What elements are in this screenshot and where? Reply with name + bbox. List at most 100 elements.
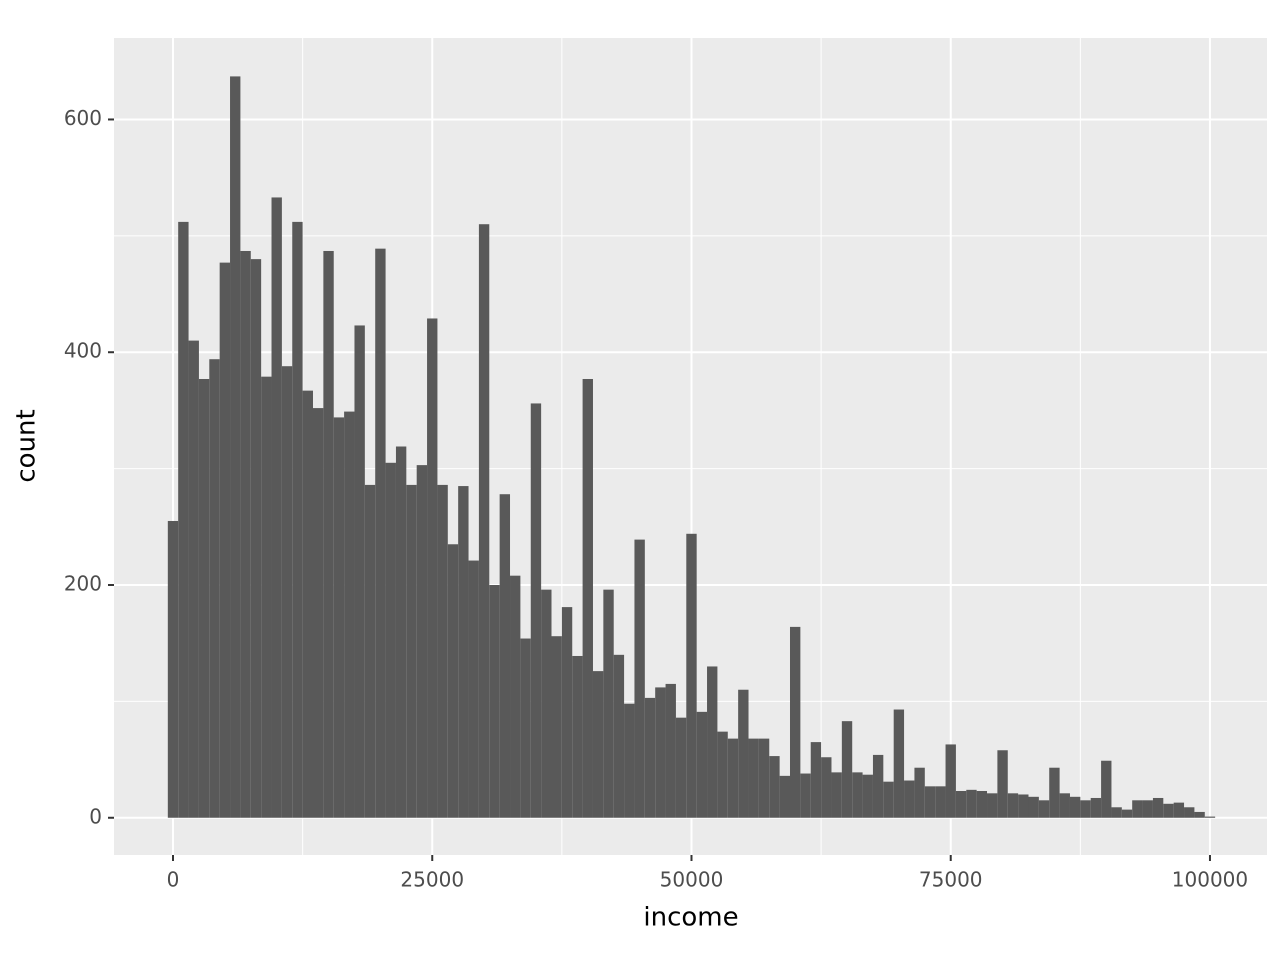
bar xyxy=(1018,794,1029,818)
bar xyxy=(312,408,324,818)
bar xyxy=(738,689,749,818)
bar xyxy=(872,754,884,818)
bar xyxy=(561,607,573,818)
y-tick-label: 600 xyxy=(64,106,102,130)
bar xyxy=(1111,807,1122,818)
bar xyxy=(634,539,645,818)
bar xyxy=(427,318,438,818)
bar xyxy=(675,717,687,818)
x-tick-label: 50000 xyxy=(660,868,724,892)
bar xyxy=(292,221,303,818)
bar xyxy=(789,626,801,818)
bar xyxy=(717,731,728,818)
bar xyxy=(1007,793,1019,818)
bar xyxy=(250,259,262,818)
bar xyxy=(219,262,231,818)
bar xyxy=(364,484,376,818)
bar xyxy=(769,756,780,818)
bar xyxy=(458,486,469,818)
bar xyxy=(1080,800,1091,818)
bar xyxy=(1152,797,1164,818)
bar xyxy=(406,484,417,818)
bar xyxy=(800,773,811,818)
bar xyxy=(1194,811,1205,818)
bar xyxy=(178,221,189,818)
bar xyxy=(1121,809,1133,818)
bar xyxy=(198,378,210,818)
bar xyxy=(1028,796,1039,818)
bar xyxy=(1204,816,1216,818)
bar xyxy=(914,767,925,818)
bar xyxy=(1038,800,1050,818)
y-tick-label: 0 xyxy=(89,804,102,828)
bar xyxy=(478,224,490,818)
bar xyxy=(655,687,666,818)
bar xyxy=(987,793,998,818)
bar xyxy=(520,638,531,818)
bar xyxy=(281,366,293,818)
bar xyxy=(530,403,542,818)
bar xyxy=(354,325,365,818)
bar xyxy=(1090,797,1102,818)
bar xyxy=(831,772,842,818)
bar xyxy=(727,738,739,818)
bar xyxy=(686,533,697,818)
bar xyxy=(852,772,863,818)
bar xyxy=(592,671,604,818)
bar xyxy=(395,446,407,818)
bar xyxy=(416,465,428,818)
bar xyxy=(1184,807,1195,818)
bar xyxy=(696,711,708,818)
bar xyxy=(924,786,936,818)
bar xyxy=(904,780,915,818)
bar xyxy=(665,683,676,818)
bar xyxy=(582,378,593,818)
bar xyxy=(167,520,179,818)
y-tick-label: 400 xyxy=(64,339,102,363)
bar xyxy=(997,750,1008,818)
bar xyxy=(603,589,614,818)
bar xyxy=(230,76,241,818)
bar xyxy=(1101,760,1112,818)
bar xyxy=(1069,796,1081,818)
bar xyxy=(240,250,251,818)
bar xyxy=(344,411,355,818)
bar xyxy=(437,484,448,818)
bar xyxy=(551,636,562,818)
bar xyxy=(489,584,500,818)
bar xyxy=(541,589,552,818)
bar xyxy=(1163,803,1174,818)
x-tick-label: 100000 xyxy=(1172,868,1248,892)
bar xyxy=(1132,800,1143,818)
bar xyxy=(821,757,832,818)
bar xyxy=(510,575,521,818)
bar xyxy=(955,790,967,818)
bar xyxy=(758,738,770,818)
bar xyxy=(779,775,790,818)
bar xyxy=(1049,767,1060,818)
bar xyxy=(883,781,894,818)
x-tick-label: 75000 xyxy=(919,868,983,892)
bar xyxy=(572,655,583,818)
bar xyxy=(447,544,459,818)
bar xyxy=(375,248,386,818)
bar xyxy=(302,390,313,818)
bar xyxy=(271,197,282,818)
y-tick-label: 200 xyxy=(64,571,102,595)
bar xyxy=(976,790,988,818)
bar xyxy=(499,494,511,818)
bar xyxy=(209,359,220,818)
bar xyxy=(1173,802,1185,818)
bar xyxy=(1142,800,1153,818)
bar xyxy=(613,654,625,818)
bar xyxy=(893,709,905,818)
bar xyxy=(468,560,479,818)
y-axis-title: count xyxy=(12,409,42,482)
bar xyxy=(333,417,345,818)
bar xyxy=(385,462,396,818)
bar xyxy=(945,744,956,818)
bar xyxy=(644,697,656,818)
bar xyxy=(841,721,853,818)
